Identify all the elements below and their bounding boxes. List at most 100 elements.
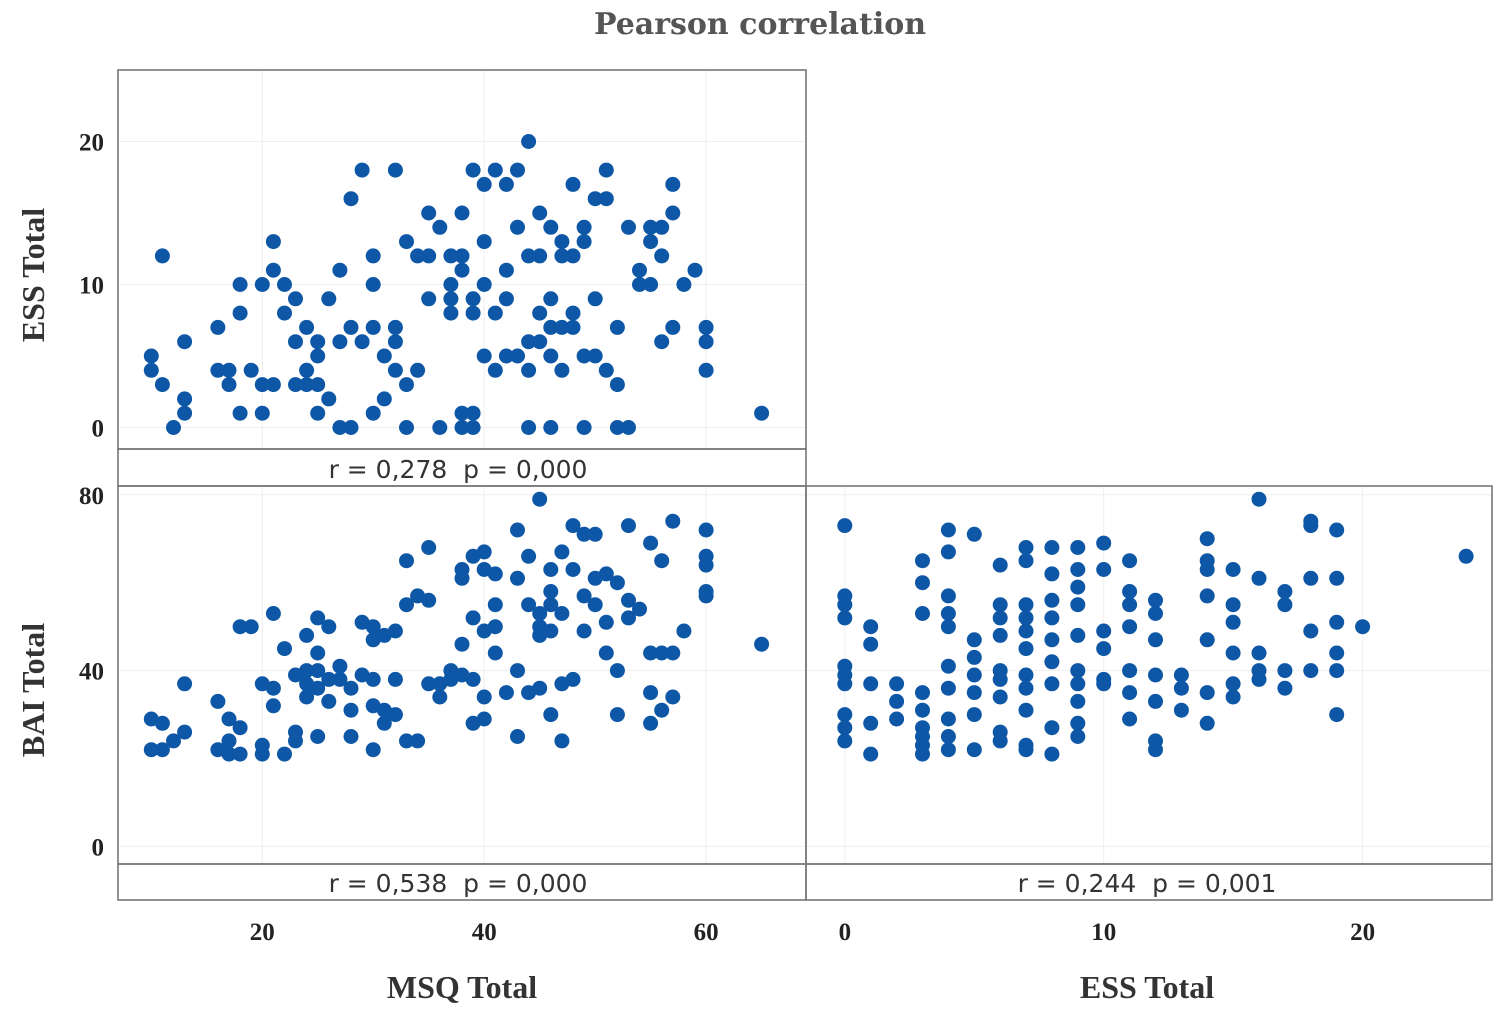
data-point — [1277, 597, 1293, 613]
panel-msq-ess: 0 10 20 r = 0,278 p = 0,000 — [79, 69, 807, 487]
data-point — [177, 405, 193, 421]
data-point — [476, 711, 492, 727]
y-tick-label: 0 — [92, 834, 105, 861]
data-point — [863, 715, 879, 731]
data-point — [1070, 579, 1086, 595]
data-point — [254, 746, 270, 762]
data-point — [421, 291, 437, 307]
data-point — [621, 610, 636, 626]
data-point — [299, 627, 315, 643]
data-point — [532, 305, 548, 321]
data-point — [310, 729, 326, 744]
data-point — [443, 291, 459, 307]
data-point — [332, 658, 348, 674]
data-point — [1070, 597, 1086, 613]
data-point — [915, 606, 930, 621]
data-point — [1096, 623, 1112, 639]
data-point — [915, 746, 930, 762]
data-point — [476, 277, 492, 292]
data-point — [476, 689, 492, 705]
data-point — [598, 645, 614, 661]
data-point — [299, 689, 315, 705]
data-point — [443, 305, 459, 321]
data-point — [498, 262, 514, 278]
data-point — [454, 262, 470, 278]
data-point — [1277, 663, 1293, 679]
data-point — [665, 176, 681, 192]
data-point — [277, 641, 292, 657]
data-point — [543, 584, 559, 599]
data-point — [1199, 588, 1215, 604]
data-point — [210, 319, 226, 335]
data-point — [598, 191, 614, 207]
data-point — [421, 205, 437, 221]
data-point — [576, 234, 592, 250]
data-point — [487, 566, 503, 582]
data-point — [565, 671, 581, 687]
data-point — [1303, 518, 1319, 534]
data-point — [992, 597, 1008, 613]
data-point — [310, 610, 326, 626]
data-point — [632, 277, 647, 292]
data-point — [321, 671, 337, 687]
data-point — [1070, 729, 1086, 744]
data-point — [177, 391, 193, 407]
data-point — [454, 636, 470, 652]
data-point — [889, 711, 905, 727]
data-point — [621, 518, 636, 534]
data-point — [621, 219, 636, 235]
data-point — [465, 420, 481, 435]
data-point — [510, 729, 525, 744]
data-point — [154, 377, 170, 393]
data-point — [310, 334, 326, 350]
data-point — [543, 707, 559, 723]
data-point — [510, 570, 525, 586]
data-point — [487, 619, 503, 635]
data-point — [399, 420, 414, 435]
data-point — [332, 262, 348, 278]
data-point — [476, 176, 492, 192]
data-point — [1044, 592, 1060, 608]
data-point — [421, 248, 437, 264]
data-point — [232, 405, 248, 421]
data-point — [632, 601, 647, 617]
data-point — [576, 420, 592, 435]
data-point — [992, 610, 1008, 626]
data-point — [210, 362, 226, 378]
data-point — [221, 733, 237, 749]
data-point — [915, 685, 930, 701]
data-point — [1225, 689, 1241, 705]
data-point — [1044, 566, 1060, 582]
data-point — [1173, 680, 1189, 696]
data-point — [1044, 632, 1060, 648]
data-point — [154, 715, 170, 731]
data-point — [332, 334, 348, 350]
data-point — [665, 645, 681, 661]
data-point — [643, 535, 659, 551]
data-point — [532, 334, 548, 350]
data-point — [598, 162, 614, 178]
data-point — [966, 649, 982, 665]
data-point — [521, 362, 537, 378]
data-point — [454, 205, 470, 221]
data-point — [1199, 715, 1215, 731]
data-point — [354, 162, 370, 178]
data-point — [166, 420, 181, 435]
y-tick-label: 40 — [79, 659, 104, 686]
data-point — [1225, 562, 1241, 577]
data-point — [1148, 742, 1163, 758]
data-point — [587, 597, 603, 613]
data-point — [1329, 707, 1345, 723]
data-point — [432, 420, 448, 435]
data-point — [598, 566, 614, 582]
data-point — [992, 671, 1008, 687]
data-point — [232, 746, 248, 762]
data-point — [889, 693, 905, 709]
data-point — [621, 592, 636, 608]
data-point — [940, 588, 956, 604]
data-point — [687, 262, 703, 278]
data-point — [465, 291, 481, 307]
data-point — [1303, 623, 1319, 639]
data-point — [1225, 676, 1241, 692]
data-point — [554, 234, 570, 250]
